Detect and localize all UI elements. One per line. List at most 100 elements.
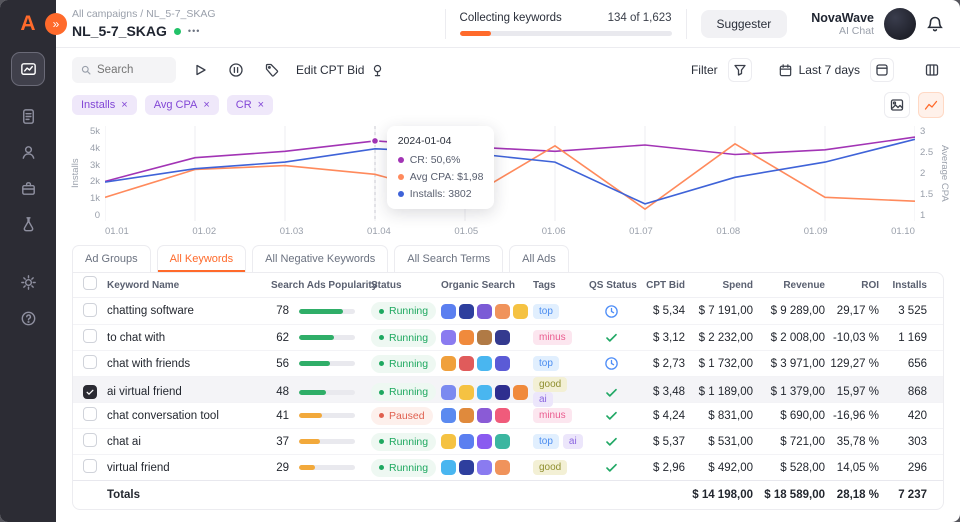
chart-right-ticks: 3 2.5 2 1.5 1: [915, 126, 939, 221]
app-icon: [495, 460, 510, 475]
row-checkbox[interactable]: [83, 355, 97, 369]
filter-button[interactable]: [727, 58, 752, 82]
app-icon: [441, 330, 456, 345]
toolbar: Edit CPT Bid Filter Last 7 days: [56, 48, 960, 90]
spend: $ 531,00: [708, 435, 753, 448]
chart-plot[interactable]: 01.01 01.02 01.03 01.04 01.05 01.06 01.07 01.08…: [105, 126, 915, 237]
sidebar-item-audience[interactable]: [12, 136, 44, 168]
tab-all-keywords[interactable]: All Keywords: [156, 245, 247, 272]
calendar-box-icon: [876, 64, 888, 76]
sidebar-item-settings[interactable]: [12, 266, 44, 298]
row-checkbox[interactable]: [83, 302, 97, 317]
suggester-button[interactable]: Suggester: [700, 9, 788, 38]
revenue: $ 9 289,00: [770, 305, 825, 317]
date-settings-button[interactable]: [870, 58, 894, 82]
column-header[interactable]: Spend: [722, 279, 753, 291]
tab-all-negative-keywords[interactable]: All Negative Keywords: [252, 245, 389, 272]
tags-cell: goodai: [533, 377, 589, 407]
metric-chip[interactable]: Installs ×: [72, 95, 137, 115]
chart-type-button[interactable]: [918, 92, 944, 118]
audience-icon: [22, 145, 34, 159]
search-box[interactable]: [72, 57, 176, 83]
organic-search-apps: [441, 356, 533, 371]
tag-button[interactable]: [260, 58, 284, 82]
app-icon: [495, 384, 510, 400]
tab-ad-groups[interactable]: Ad Groups: [72, 245, 151, 272]
table-row[interactable]: chat ai 37 Running top ai $ 5,37 $ 531,00…: [73, 428, 943, 454]
column-header[interactable]: Keyword Name: [107, 279, 180, 291]
popularity-bar: [299, 439, 355, 444]
row-checkbox[interactable]: [83, 433, 97, 447]
keyword-name: chat conversation tool: [107, 409, 219, 422]
column-header[interactable]: QS Status: [589, 279, 637, 291]
notifications-button[interactable]: [926, 15, 944, 33]
column-header[interactable]: ROI: [861, 279, 879, 291]
sidebar-item-inventory[interactable]: [12, 172, 44, 204]
organic-search-apps: [441, 460, 533, 475]
y-tick-label: 1: [920, 210, 926, 221]
user-block[interactable]: NovaWave AI Chat: [811, 7, 944, 40]
tab-all-ads[interactable]: All Ads: [509, 245, 569, 272]
export-image-button[interactable]: [884, 92, 910, 118]
table-body: chatting software 78 Running top $ 5,34 …: [73, 298, 943, 480]
row-checkbox[interactable]: [83, 459, 97, 473]
avatar[interactable]: [884, 7, 916, 40]
x-tick-label: 01.04: [367, 226, 391, 237]
row-checkbox[interactable]: [83, 384, 97, 399]
column-header[interactable]: Organic Search: [441, 279, 515, 291]
tooltip-item-text: Avg CPA: $1,98: [409, 171, 484, 183]
sidebar-item-campaigns[interactable]: [11, 52, 45, 86]
spend: $ 2 232,00: [698, 331, 753, 344]
chip-remove-icon[interactable]: ×: [257, 98, 265, 111]
edit-cpt-bid-button[interactable]: Edit CPT Bid: [296, 63, 385, 78]
column-header[interactable]: Search Ads Popularity: [271, 279, 378, 291]
table-row[interactable]: to chat with 62 Running minus $ 3,12 $ 2…: [73, 324, 943, 350]
date-range-button[interactable]: Last 7 days: [778, 63, 860, 78]
tab-all-search-terms[interactable]: All Search Terms: [394, 245, 504, 272]
more-actions-button[interactable]: •••: [187, 26, 201, 36]
chip-remove-icon[interactable]: ×: [121, 98, 128, 111]
tag: top: [533, 434, 559, 449]
chip-remove-icon[interactable]: ×: [203, 98, 210, 111]
metric-chip[interactable]: CR ×: [226, 95, 274, 115]
popularity-value: 56: [276, 357, 289, 370]
pause-button[interactable]: [224, 58, 248, 82]
table-row[interactable]: chat conversation tool 41 Paused minus $…: [73, 402, 943, 428]
row-checkbox[interactable]: [83, 407, 97, 421]
app-icon: [495, 434, 510, 449]
table-row[interactable]: chatting software 78 Running top $ 5,34 …: [73, 298, 943, 324]
table-row[interactable]: ai virtual friend 48 Running goodai $ 3,…: [73, 376, 943, 407]
sidebar-item-experiments[interactable]: [12, 208, 44, 240]
tag: ai: [562, 434, 583, 449]
sidebar-item-help[interactable]: [12, 302, 44, 334]
app-icon: [513, 303, 528, 319]
sidebar-toggle-button[interactable]: »: [45, 13, 67, 35]
start-button[interactable]: [188, 58, 212, 82]
table-row[interactable]: virtual friend 29 Running good $ 2,96 $ …: [73, 454, 943, 480]
metric-chip[interactable]: Avg CPA ×: [144, 95, 219, 115]
x-tick-label: 01.10: [891, 226, 915, 237]
row-checkbox[interactable]: [83, 329, 97, 343]
app-icon: [495, 408, 510, 423]
qs-status: [589, 356, 633, 371]
table-row[interactable]: chat with friends 56 Running top $ 2,73 …: [73, 350, 943, 376]
search-input[interactable]: [97, 64, 167, 76]
x-tick-label: 01.09: [803, 226, 828, 237]
select-all-checkbox[interactable]: [83, 275, 97, 290]
chart-left-ticks: 5k 4k 3k 2k 1k 0: [81, 126, 105, 221]
cpt-bid: $ 5,34: [653, 305, 685, 317]
column-header[interactable]: CPT Bid: [646, 279, 685, 291]
app-icon: [477, 460, 492, 475]
roi: 29,17 %: [836, 305, 879, 317]
column-header[interactable]: Tags: [533, 279, 556, 291]
app-icon: [459, 460, 474, 475]
pending-clock-icon: [604, 304, 618, 318]
revenue: $ 3 971,00: [770, 357, 825, 370]
column-header[interactable]: Revenue: [783, 279, 825, 291]
column-header[interactable]: Status: [371, 279, 402, 291]
column-header[interactable]: Installs: [892, 279, 927, 291]
table-header-row: Keyword Name Search Ads Popularity Status O…: [73, 273, 943, 298]
columns-button[interactable]: [920, 58, 944, 82]
sidebar-item-reports[interactable]: [12, 100, 44, 132]
app-icon: [441, 384, 456, 400]
